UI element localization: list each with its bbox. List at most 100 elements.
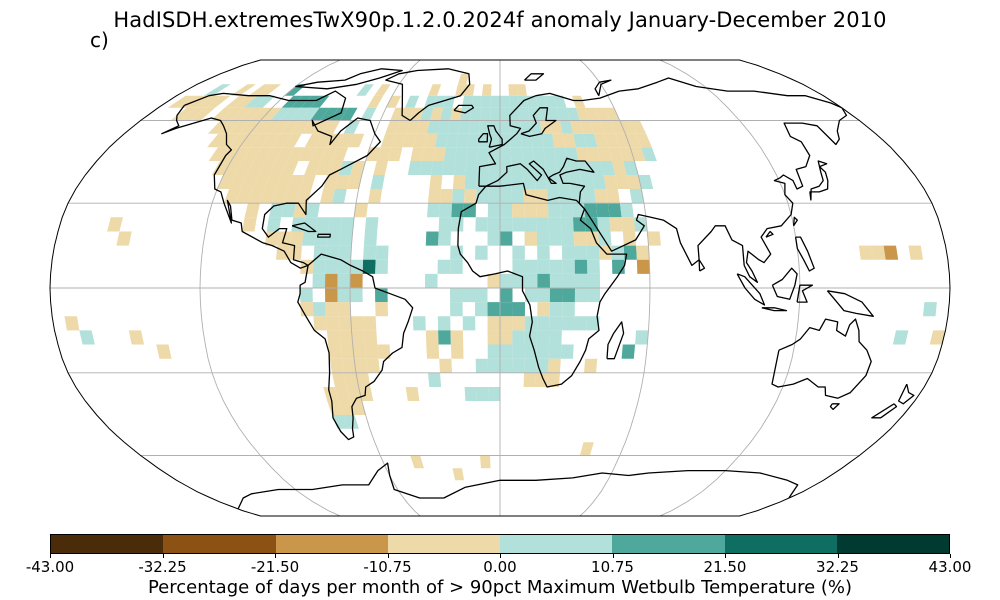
anomaly-cell [203,84,231,96]
graticule-line [199,60,341,516]
anomaly-cell [312,259,326,274]
coastline [317,233,331,238]
anomaly-cell [512,358,525,373]
anomaly-cell [512,245,525,260]
anomaly-cell [488,189,500,204]
anomaly-cell [559,120,574,134]
anomaly-cell [310,95,330,108]
anomaly-cell [428,372,442,387]
anomaly-cell [437,316,451,331]
anomaly-cell [500,231,513,246]
coastline [478,77,848,283]
anomaly-cell [580,175,595,189]
anomaly-cell [248,84,273,96]
anomaly-cell [260,189,277,204]
coastline [736,273,766,306]
anomaly-cell [562,288,575,303]
anomaly-cell [350,401,366,415]
anomaly-cell [385,120,401,134]
anomaly-cell [457,73,469,85]
anomaly-cell [366,358,380,373]
anomaly-cell [452,468,465,481]
anomaly-cell [424,95,438,108]
anomaly-cell [516,84,527,96]
anomaly-cell [635,330,649,345]
anomaly-cell [569,175,583,189]
anomaly-cell [512,344,525,359]
anomaly-cell [465,161,478,175]
colorbar-tick-label: -32.25 [138,558,187,576]
graticule-line [349,60,421,516]
anomaly-cell [444,147,457,161]
anomaly-cell [604,107,620,121]
anomaly-cell [489,133,500,148]
anomaly-cell [288,245,302,260]
anomaly-cell [281,161,299,175]
coastline [477,133,489,143]
anomaly-cell [337,273,351,288]
anomaly-cell [487,316,500,331]
anomaly-cell [600,161,616,175]
anomaly-cell [346,175,362,189]
anomaly-cell [434,133,448,148]
anomaly-cell [520,133,533,148]
colorbar-segment [500,535,613,553]
coastline [826,290,874,317]
anomaly-cell [276,175,293,189]
coastline [765,230,774,238]
anomaly-cell [64,316,80,331]
anomaly-cell [450,245,463,260]
anomaly-cell [450,217,464,232]
anomaly-cell [260,107,282,121]
coastline [295,68,403,90]
anomaly-cell [156,344,172,359]
coastline [161,90,381,269]
anomaly-cell [337,302,351,317]
anomaly-cell [511,161,523,175]
anomaly-cell [440,107,453,121]
anomaly-cell [537,259,550,274]
anomaly-cell [548,358,561,373]
anomaly-cell [476,387,489,401]
coastline [237,462,799,510]
anomaly-cell [180,107,206,121]
anomaly-cell [327,401,344,415]
anomaly-cell [338,316,352,331]
anomaly-cell [464,387,477,401]
anomaly-cell [363,245,377,260]
anomaly-cell [603,175,618,189]
anomaly-cell [871,245,886,260]
anomaly-cell [500,161,512,175]
anomaly-cell [534,175,548,189]
anomaly-cell [535,95,548,108]
anomaly-cell [560,217,574,232]
anomaly-cell [354,203,368,218]
anomaly-cell [560,344,574,359]
anomaly-cell [557,175,571,189]
anomaly-cell [281,95,303,108]
anomaly-cell [280,120,301,134]
anomaly-cell [343,415,359,429]
anomaly-cell [439,203,452,218]
anomaly-cell [619,120,636,134]
colorbar-tick-label: -43.00 [25,558,75,576]
anomaly-cell [375,302,388,317]
anomaly-cell [480,455,491,469]
anomaly-cell [364,217,379,232]
anomaly-cell [236,189,253,204]
anomaly-cell [332,415,349,429]
anomaly-cell [326,330,341,345]
anomaly-cell [365,147,381,161]
colorbar-tickmark [612,554,614,558]
anomaly-cell [322,120,341,134]
anomaly-cell [585,217,599,232]
anomaly-cell [309,147,327,161]
coastline [871,403,898,419]
anomaly-cell [519,107,530,121]
anomaly-cell [313,245,327,260]
anomaly-cell [579,442,594,456]
anomaly-cell [536,231,550,246]
anomaly-cell [395,120,411,134]
anomaly-cell [338,245,352,260]
anomaly-cell [128,330,144,345]
